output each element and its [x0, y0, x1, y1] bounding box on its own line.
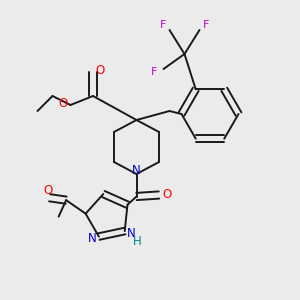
Text: N: N	[132, 164, 141, 177]
Text: N: N	[88, 232, 97, 245]
Text: O: O	[58, 97, 68, 110]
Text: F: F	[160, 20, 166, 31]
Text: N: N	[127, 227, 136, 240]
Text: F: F	[151, 67, 158, 77]
Text: O: O	[162, 188, 171, 202]
Text: O: O	[95, 64, 104, 77]
Text: O: O	[44, 184, 53, 197]
Text: H: H	[133, 235, 142, 248]
Text: F: F	[203, 20, 209, 31]
